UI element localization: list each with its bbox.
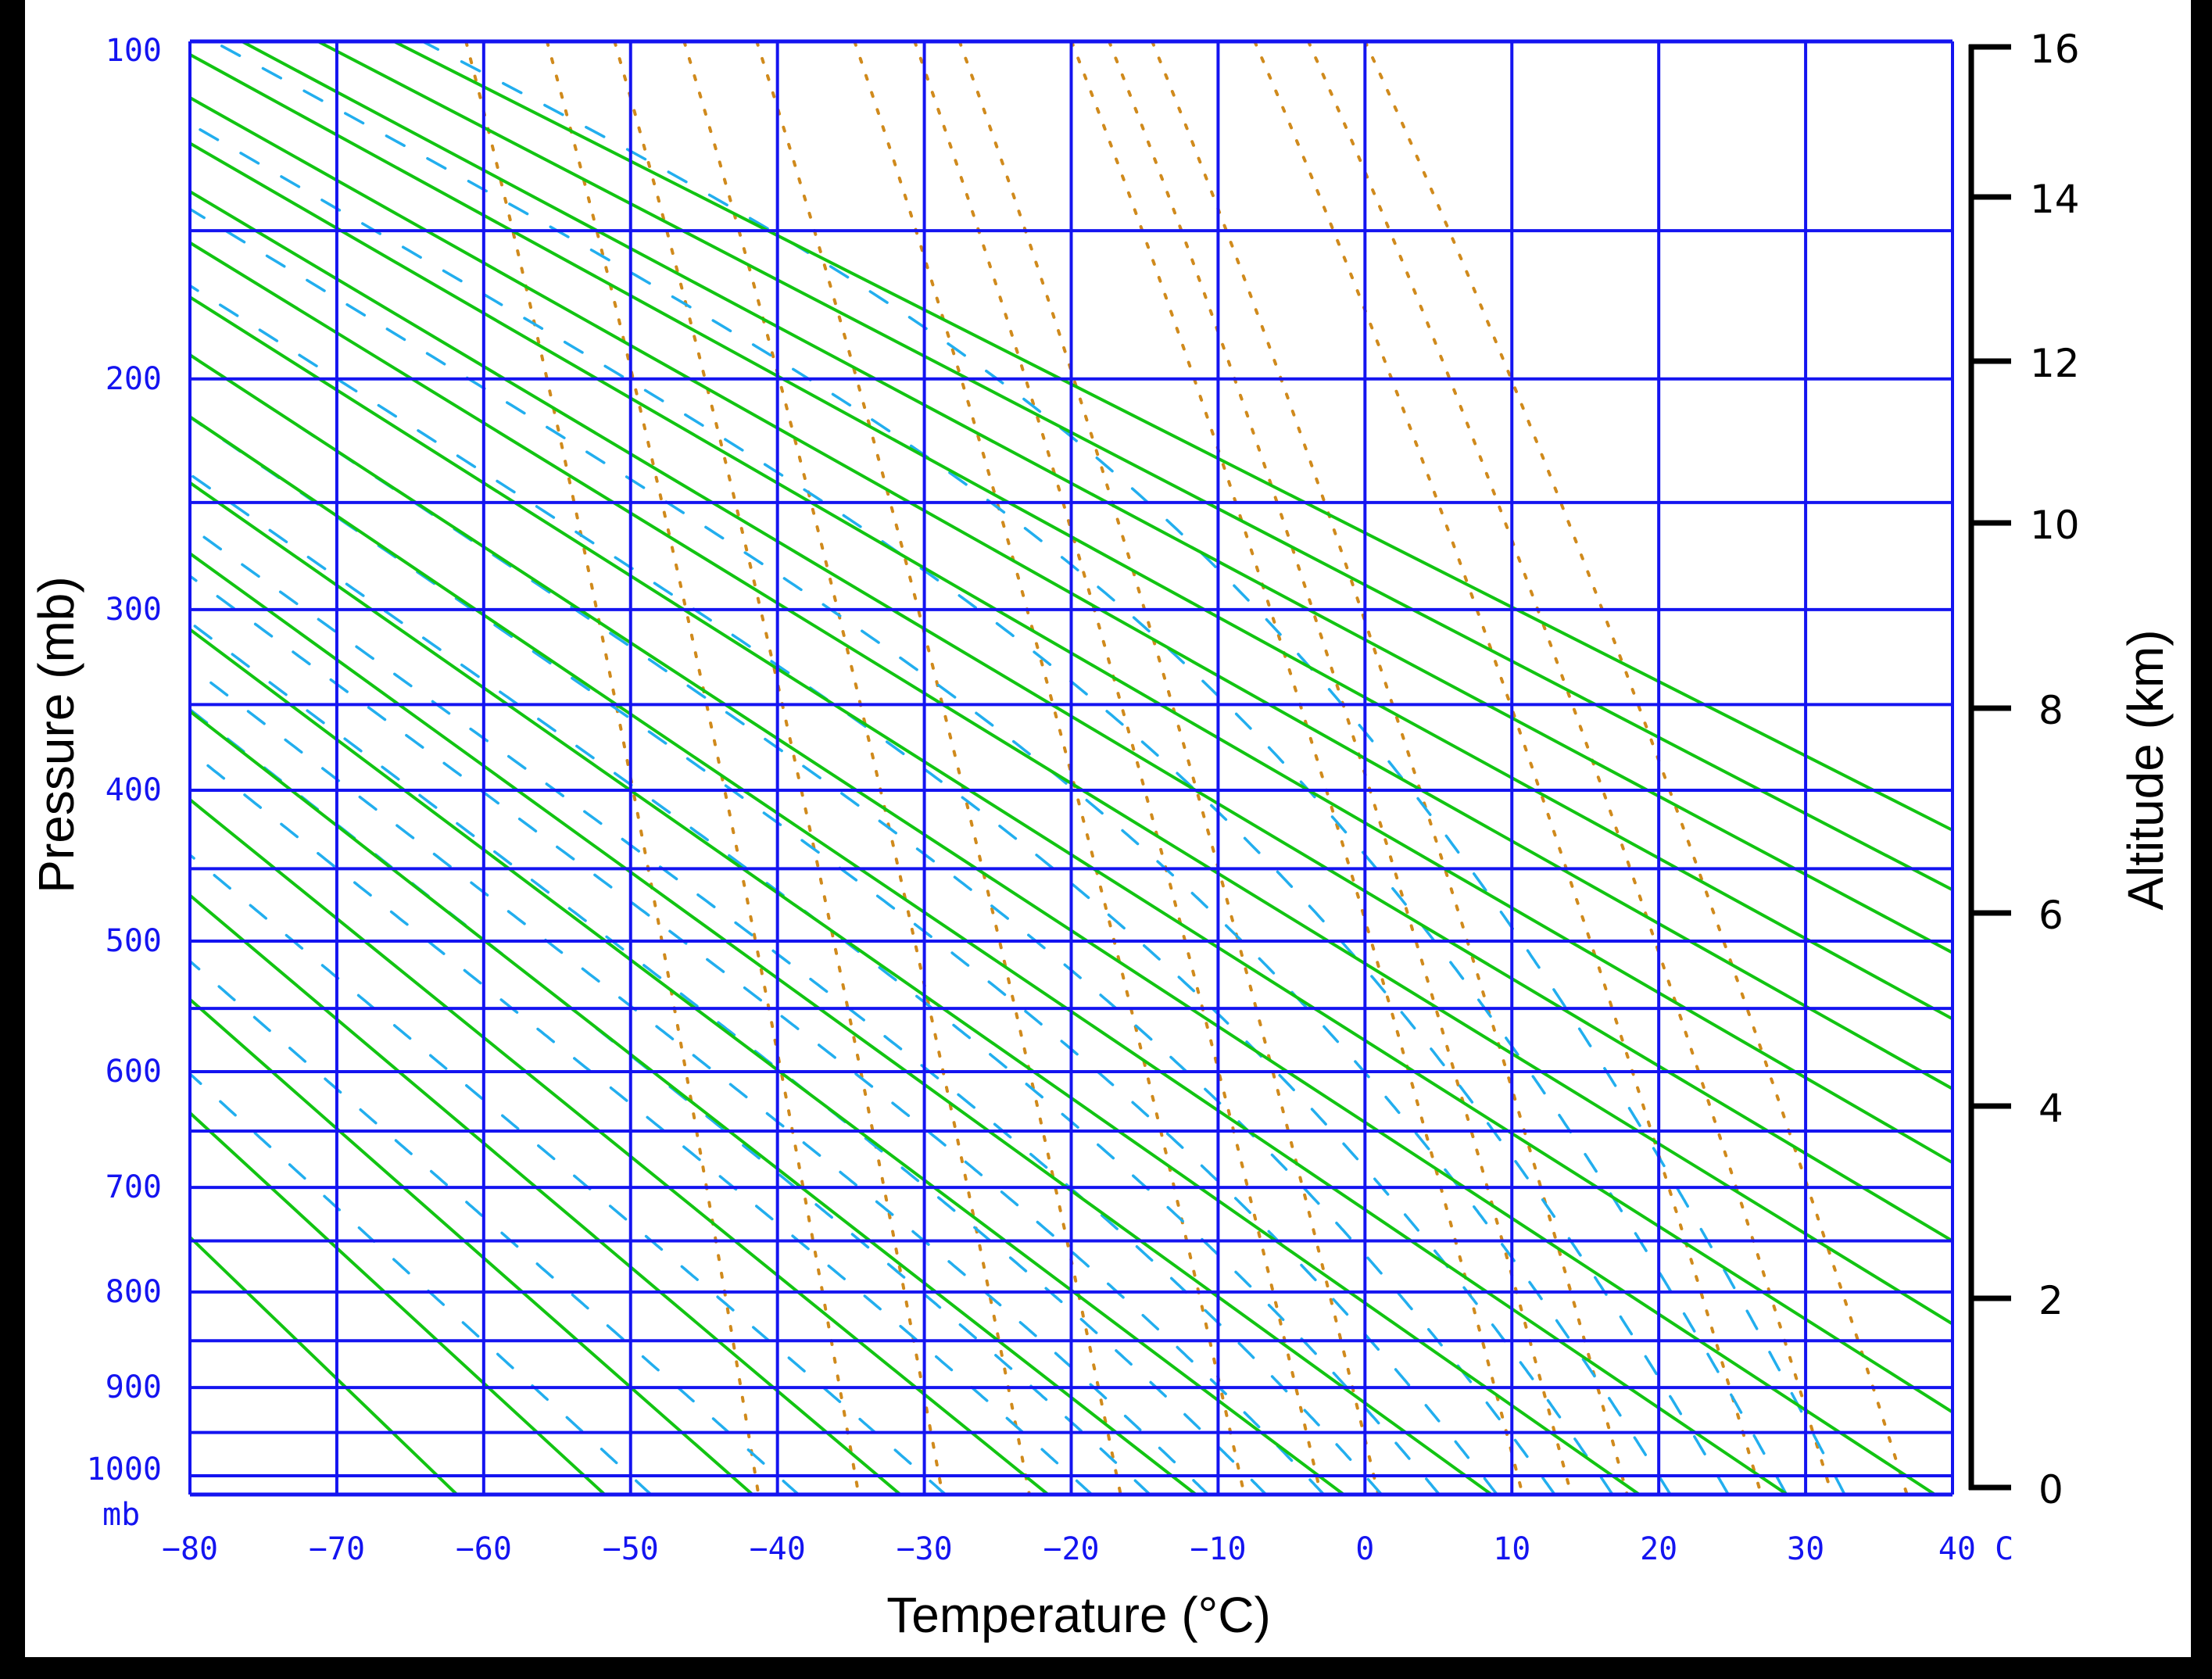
altitude-axis-title: Altitude (km) bbox=[2117, 629, 2174, 911]
dry-adiabat-line bbox=[190, 414, 1788, 1495]
dry-adiabat-line bbox=[190, 189, 1953, 1243]
altitude-tick-label: 8 bbox=[2038, 688, 2063, 733]
x-axis-title: Temperature (°C) bbox=[886, 1587, 1271, 1643]
dry-adiabat-line bbox=[190, 295, 1953, 1414]
mixing-ratio-line bbox=[613, 41, 944, 1495]
altitude-tick-label: 12 bbox=[2030, 341, 2080, 386]
temperature-tick-label: −50 bbox=[602, 1531, 659, 1567]
mixing-ratio-line bbox=[1151, 41, 1629, 1495]
pressure-tick-label: 1000 bbox=[86, 1452, 162, 1487]
dry-adiabat-line bbox=[190, 893, 902, 1495]
temperature-tick-label: 20 bbox=[1640, 1531, 1678, 1567]
temperature-tick-label: 40 C bbox=[1938, 1531, 2014, 1567]
altitude-tick-label: 0 bbox=[2038, 1467, 2063, 1513]
temperature-tick-label: 10 bbox=[1493, 1531, 1531, 1567]
pressure-tick-label: 400 bbox=[105, 772, 162, 809]
y-axis-title: Pressure (mb) bbox=[28, 576, 84, 893]
pressure-tick-label: 800 bbox=[105, 1273, 162, 1310]
temperature-tick-label: −80 bbox=[161, 1531, 219, 1567]
dry-adiabat-line bbox=[190, 52, 1953, 1021]
moist-adiabat-line bbox=[190, 959, 800, 1495]
temperature-tick-label: −10 bbox=[1190, 1531, 1247, 1567]
pressure-unit-label: mb bbox=[102, 1497, 141, 1533]
altitude-tick-label: 10 bbox=[2030, 503, 2080, 548]
mixing-ratio-line bbox=[913, 41, 1323, 1495]
pressure-tick-label: 900 bbox=[105, 1369, 162, 1406]
moist-adiabat-line bbox=[421, 41, 1846, 1495]
moist-adiabat-line bbox=[190, 525, 1383, 1495]
moist-adiabat-line bbox=[190, 664, 1210, 1495]
mixing-ratio-line bbox=[957, 41, 1380, 1495]
mixing-ratio-line bbox=[464, 41, 761, 1495]
temperature-tick-label: 0 bbox=[1355, 1531, 1375, 1567]
dry-adiabat-line bbox=[190, 141, 1953, 1165]
moist-adiabat-line bbox=[190, 1072, 653, 1495]
temperature-tick-label: −20 bbox=[1043, 1531, 1100, 1567]
grid-lines bbox=[188, 39, 1954, 1497]
temperature-tick-label: 30 bbox=[1786, 1531, 1825, 1567]
mixing-ratio-lines bbox=[464, 41, 1909, 1495]
dry-adiabat-line bbox=[241, 41, 1953, 955]
dry-adiabat-line bbox=[190, 95, 1953, 1091]
moist-adiabat-line bbox=[190, 853, 947, 1495]
mixing-ratio-line bbox=[853, 41, 1246, 1495]
pressure-tick-label: 700 bbox=[105, 1169, 162, 1206]
dry-adiabat-line bbox=[190, 481, 1641, 1495]
mixing-ratio-line bbox=[1306, 41, 1834, 1495]
altitude-tick-label: 4 bbox=[2038, 1086, 2063, 1131]
temperature-tick-label: −70 bbox=[308, 1531, 366, 1567]
dry-adiabat-line bbox=[190, 353, 1936, 1495]
moist-adiabat-line bbox=[190, 749, 1093, 1495]
pressure-tick-label: 500 bbox=[105, 922, 162, 959]
dry-adiabat-line bbox=[317, 41, 1953, 892]
chart-panel bbox=[25, 0, 2191, 1657]
altitude-tick-label: 14 bbox=[2030, 177, 2080, 222]
dry-adiabat-lines bbox=[190, 41, 1953, 1495]
moist-adiabat-line bbox=[190, 284, 1614, 1495]
dry-adiabat-line bbox=[190, 709, 1197, 1495]
mixing-ratio-line bbox=[1070, 41, 1524, 1495]
moist-adiabat-line bbox=[190, 415, 1499, 1495]
dry-adiabat-line bbox=[190, 997, 754, 1495]
altitude-axis bbox=[1968, 44, 2011, 1491]
temperature-tick-label: −40 bbox=[749, 1531, 806, 1567]
dry-adiabat-line bbox=[393, 41, 1953, 832]
moist-adiabat-lines bbox=[190, 41, 1846, 1495]
temperature-tick-label: −30 bbox=[896, 1531, 953, 1567]
dry-adiabat-line bbox=[190, 627, 1345, 1495]
dry-adiabat-line bbox=[190, 551, 1493, 1495]
mixing-ratio-line bbox=[545, 41, 861, 1495]
moist-adiabat-line bbox=[190, 122, 1731, 1495]
dry-adiabat-line bbox=[190, 1111, 606, 1495]
pressure-tick-label: 600 bbox=[105, 1053, 162, 1090]
moist-adiabat-line bbox=[190, 707, 1152, 1495]
temperature-tick-label: −60 bbox=[455, 1531, 512, 1567]
mixing-ratio-line bbox=[682, 41, 1031, 1495]
moist-adiabat-line bbox=[190, 574, 1326, 1495]
dry-adiabat-line bbox=[190, 241, 1953, 1326]
moist-adiabat-line bbox=[190, 621, 1268, 1495]
altitude-tick-label: 16 bbox=[2030, 27, 2080, 72]
dry-adiabat-line bbox=[190, 1235, 458, 1495]
mixing-ratio-line bbox=[755, 41, 1122, 1495]
pressure-tick-label: 100 bbox=[105, 33, 162, 69]
mixing-ratio-line bbox=[1253, 41, 1763, 1495]
moist-adiabat-line bbox=[212, 41, 1788, 1495]
pressure-tick-label: 300 bbox=[105, 591, 162, 628]
altitude-tick-label: 6 bbox=[2038, 893, 2063, 938]
dry-adiabat-line bbox=[190, 797, 1050, 1495]
pressure-tick-label: 200 bbox=[105, 360, 162, 397]
mixing-ratio-line bbox=[1108, 41, 1573, 1495]
moist-adiabat-line bbox=[190, 207, 1672, 1495]
altitude-tick-label: 2 bbox=[2038, 1278, 2063, 1323]
mixing-ratio-line bbox=[1363, 41, 1909, 1495]
moist-adiabat-line bbox=[190, 472, 1441, 1495]
